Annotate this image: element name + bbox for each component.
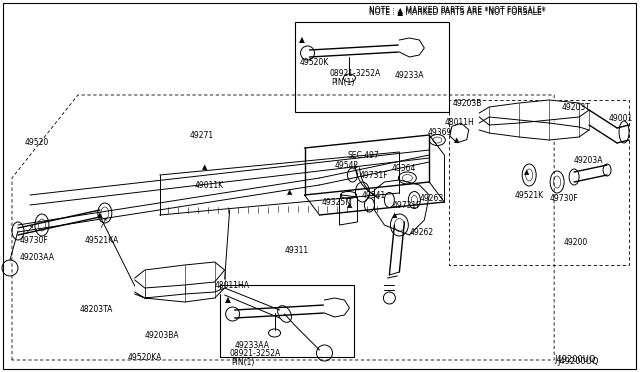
Text: 48203TA: 48203TA [80,305,113,314]
Text: 08921-3252A: 08921-3252A [330,68,381,77]
Text: 49001: 49001 [609,113,634,122]
Text: 49521KA: 49521KA [85,235,119,244]
Bar [294,22,449,112]
Text: 49520KA: 49520KA [128,353,162,362]
Text: ▲: ▲ [287,189,292,195]
Text: PIN(1): PIN(1) [332,77,355,87]
Text: 49262: 49262 [410,228,433,237]
Text: 49325M: 49325M [321,198,353,206]
Text: 49730F: 49730F [20,235,49,244]
Polygon shape [399,38,424,57]
Text: PIN(1): PIN(1) [232,359,255,368]
Text: 48011H: 48011H [444,118,474,126]
Text: ▲: ▲ [202,164,207,170]
Text: NOTE : ▲ MARKED PARTS ARE *NOT FORSALE*: NOTE : ▲ MARKED PARTS ARE *NOT FORSALE* [369,7,546,16]
Text: ▲: ▲ [347,202,352,208]
Text: 49011K: 49011K [195,180,224,189]
Text: 49521K: 49521K [514,190,543,199]
Bar [220,285,355,357]
Text: NOTE : ▲ MARKED PARTS ARE *NOT FORSALE*: NOTE : ▲ MARKED PARTS ARE *NOT FORSALE* [369,6,546,15]
Text: 49364: 49364 [392,164,416,173]
Text: ▲: ▲ [225,295,230,305]
Text: 49203BA: 49203BA [145,330,179,340]
Text: 49369: 49369 [428,128,452,137]
Text: 49520K: 49520K [300,58,329,67]
Text: 49311: 49311 [285,246,308,254]
Text: J49200UQ: J49200UQ [554,356,596,365]
Text: 49542: 49542 [335,160,359,170]
Text: 49263: 49263 [419,193,444,202]
Text: 49203T: 49203T [562,103,591,112]
Text: J49200UQ: J49200UQ [557,357,598,366]
Text: 48011HA: 48011HA [214,280,250,289]
Text: ▲: ▲ [392,212,397,218]
Text: 49203AA: 49203AA [20,253,55,263]
Text: 49233AA: 49233AA [235,340,269,350]
Polygon shape [324,298,349,317]
Text: 49233A: 49233A [394,71,424,80]
Text: 49203B: 49203B [452,99,482,108]
Text: 49730F: 49730F [549,193,578,202]
Text: 49520: 49520 [25,138,49,147]
Text: 49203A: 49203A [574,155,604,164]
Text: ▲: ▲ [524,169,529,175]
Text: ▲: ▲ [454,137,459,143]
Text: 49200: 49200 [564,237,588,247]
Text: 49731F: 49731F [392,201,421,209]
Text: ▲: ▲ [299,35,305,45]
Text: 49271: 49271 [189,131,214,140]
Text: 49731F: 49731F [360,170,388,180]
Text: SEC.497: SEC.497 [348,151,380,160]
Text: ▲: ▲ [97,212,102,218]
Text: 49541: 49541 [362,190,386,199]
Text: 08921-3252A: 08921-3252A [230,350,281,359]
